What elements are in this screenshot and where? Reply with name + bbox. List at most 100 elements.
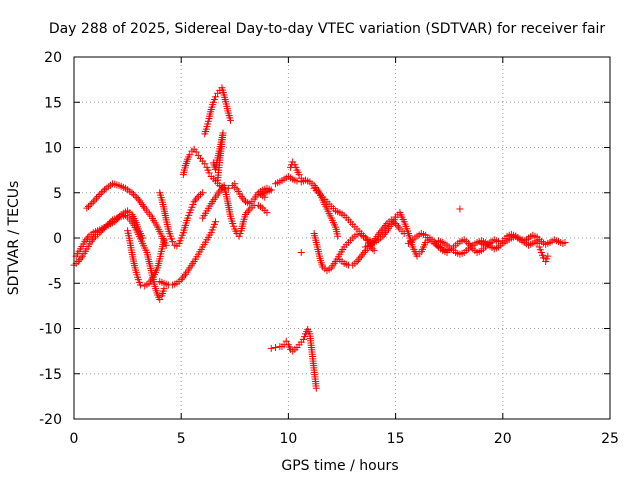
data-point [217, 185, 225, 193]
data-point [353, 230, 361, 238]
y-tick-label: 5 [53, 186, 62, 202]
data-point [456, 205, 464, 213]
data-point [76, 256, 84, 264]
y-tick-label: 10 [44, 141, 62, 157]
data-point [394, 223, 402, 231]
data-point [193, 194, 201, 202]
data-point [91, 196, 99, 204]
data-point [495, 238, 503, 246]
data-point [139, 234, 147, 242]
data-point [263, 209, 271, 217]
data-point [212, 218, 220, 226]
data-point [137, 199, 145, 207]
x-tick-label: 10 [279, 431, 297, 447]
data-point [77, 254, 85, 262]
data-points [70, 84, 569, 392]
data-point [544, 252, 552, 260]
data-point [136, 197, 144, 205]
x-tick-label: 20 [494, 431, 512, 447]
data-point [89, 236, 97, 244]
data-point [136, 281, 144, 289]
data-point [282, 337, 290, 345]
data-point [380, 223, 388, 231]
data-point [160, 236, 168, 244]
y-tick-label: 15 [44, 95, 62, 111]
data-point [392, 220, 400, 228]
data-point [190, 198, 198, 206]
data-point [240, 196, 248, 204]
data-point [74, 258, 82, 266]
data-point [129, 190, 137, 198]
x-tick-label: 0 [70, 431, 79, 447]
x-tick-label: 25 [601, 431, 619, 447]
data-point [356, 254, 364, 262]
y-tick-label: -20 [39, 412, 62, 428]
data-point [133, 194, 141, 202]
data-point [334, 232, 342, 240]
data-point [94, 192, 102, 200]
data-point [561, 239, 569, 247]
data-point [267, 344, 275, 352]
data-point [205, 169, 213, 177]
data-point [312, 183, 320, 191]
y-tick-label: -5 [48, 276, 62, 292]
data-point [540, 254, 548, 262]
data-point [212, 93, 220, 101]
data-point [382, 229, 390, 237]
data-point [89, 198, 97, 206]
data-point [293, 177, 301, 185]
data-point [84, 203, 92, 211]
data-point [96, 191, 104, 199]
data-point [134, 195, 142, 203]
data-point [353, 258, 361, 266]
y-tick-label: 20 [44, 50, 62, 66]
data-point [84, 234, 92, 242]
data-point [101, 186, 109, 194]
data-point [380, 230, 388, 238]
data-point [90, 234, 98, 242]
data-point [313, 185, 321, 193]
data-point [231, 180, 239, 188]
data-point [191, 196, 199, 204]
data-point [209, 159, 217, 167]
data-point [224, 184, 232, 192]
data-point [297, 174, 305, 182]
data-point [382, 221, 390, 229]
data-point [83, 204, 91, 212]
data-point [370, 247, 378, 255]
data-point [186, 151, 194, 159]
data-point [177, 276, 185, 284]
data-point [379, 232, 387, 240]
data-point [295, 171, 303, 179]
data-point [354, 256, 362, 264]
data-point [297, 248, 305, 256]
data-point [237, 192, 245, 200]
data-point [87, 238, 95, 246]
y-tick-label: 0 [53, 231, 62, 247]
data-point [128, 189, 136, 197]
data-point [201, 160, 209, 168]
data-point [244, 207, 252, 215]
data-point [169, 238, 177, 246]
data-point [227, 116, 235, 124]
data-point [81, 238, 89, 246]
data-point [261, 193, 269, 201]
axis-ticks: 0 5 10 15 20 25 -20 -15 -10 -5 0 5 10 15 20 [39, 50, 619, 447]
data-point [111, 218, 119, 226]
data-point [192, 148, 200, 156]
y-tick-label: -15 [39, 367, 62, 383]
x-tick-label: 15 [387, 431, 405, 447]
data-point [242, 210, 250, 218]
data-point [138, 201, 146, 209]
y-tick-label: -10 [39, 322, 62, 338]
data-point [116, 212, 124, 220]
data-point [179, 274, 187, 282]
data-point [131, 192, 139, 200]
data-point [99, 187, 107, 195]
y-axis-label: SDTVAR / TECUs [6, 181, 22, 296]
data-point [243, 209, 251, 217]
data-point [97, 189, 105, 197]
data-point [86, 201, 94, 209]
data-point [114, 214, 122, 222]
